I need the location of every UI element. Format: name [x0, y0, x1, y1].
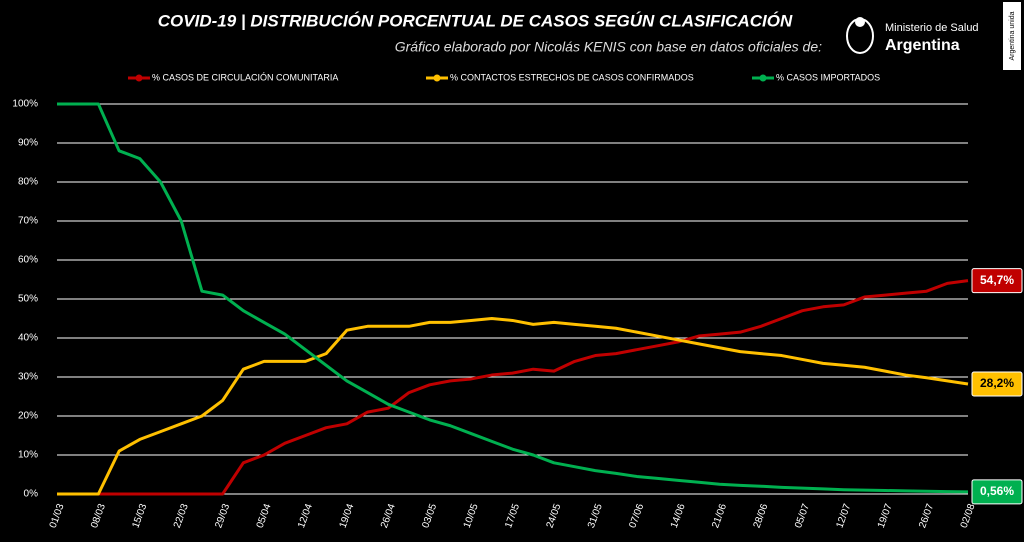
legend-label: % CASOS DE CIRCULACIÓN COMUNITARIA — [152, 72, 338, 82]
side-box — [1003, 2, 1021, 70]
y-tick-label: 10% — [18, 450, 38, 461]
end-label: 54,7% — [980, 273, 1014, 287]
end-label-box — [971, 268, 1023, 294]
series-line — [57, 317, 969, 496]
end-label: 0,56% — [980, 484, 1014, 498]
legend-marker — [759, 74, 767, 82]
chart-title: COVID-19 | DISTRIBUCIÓN PORCENTUAL DE CA… — [158, 11, 793, 30]
legend-label: % CASOS IMPORTADOS — [776, 72, 880, 82]
side-text: Argentina unida — [1009, 11, 1016, 60]
end-label: 28,2% — [980, 376, 1014, 390]
y-tick-label: 60% — [18, 255, 38, 266]
y-tick-label: 30% — [18, 372, 38, 383]
chart-subtitle: Gráfico elaborado por Nicolás KENIS con … — [395, 39, 822, 55]
series-line — [57, 279, 969, 496]
end-label-box — [971, 371, 1023, 397]
y-tick-label: 50% — [18, 294, 38, 305]
logo-sun — [855, 17, 865, 27]
y-tick-label: 70% — [18, 216, 38, 227]
legend-marker — [433, 74, 441, 82]
y-tick-label: 80% — [18, 177, 38, 188]
y-tick-label: 90% — [18, 138, 38, 149]
y-tick-label: 0% — [24, 489, 39, 500]
y-tick-label: 100% — [12, 99, 38, 110]
legend-label: % CONTACTOS ESTRECHOS DE CASOS CONFIRMAD… — [450, 72, 694, 82]
series-line — [57, 102, 969, 494]
legend-marker — [135, 74, 143, 82]
end-label-box — [971, 479, 1023, 505]
logo: Ministerio de Salud Argentina Argentina … — [846, 2, 1021, 70]
y-tick-label: 20% — [18, 411, 38, 422]
logo-line2: Argentina — [885, 37, 960, 54]
logo-line1: Ministerio de Salud — [885, 22, 979, 34]
y-tick-label: 40% — [18, 333, 38, 344]
